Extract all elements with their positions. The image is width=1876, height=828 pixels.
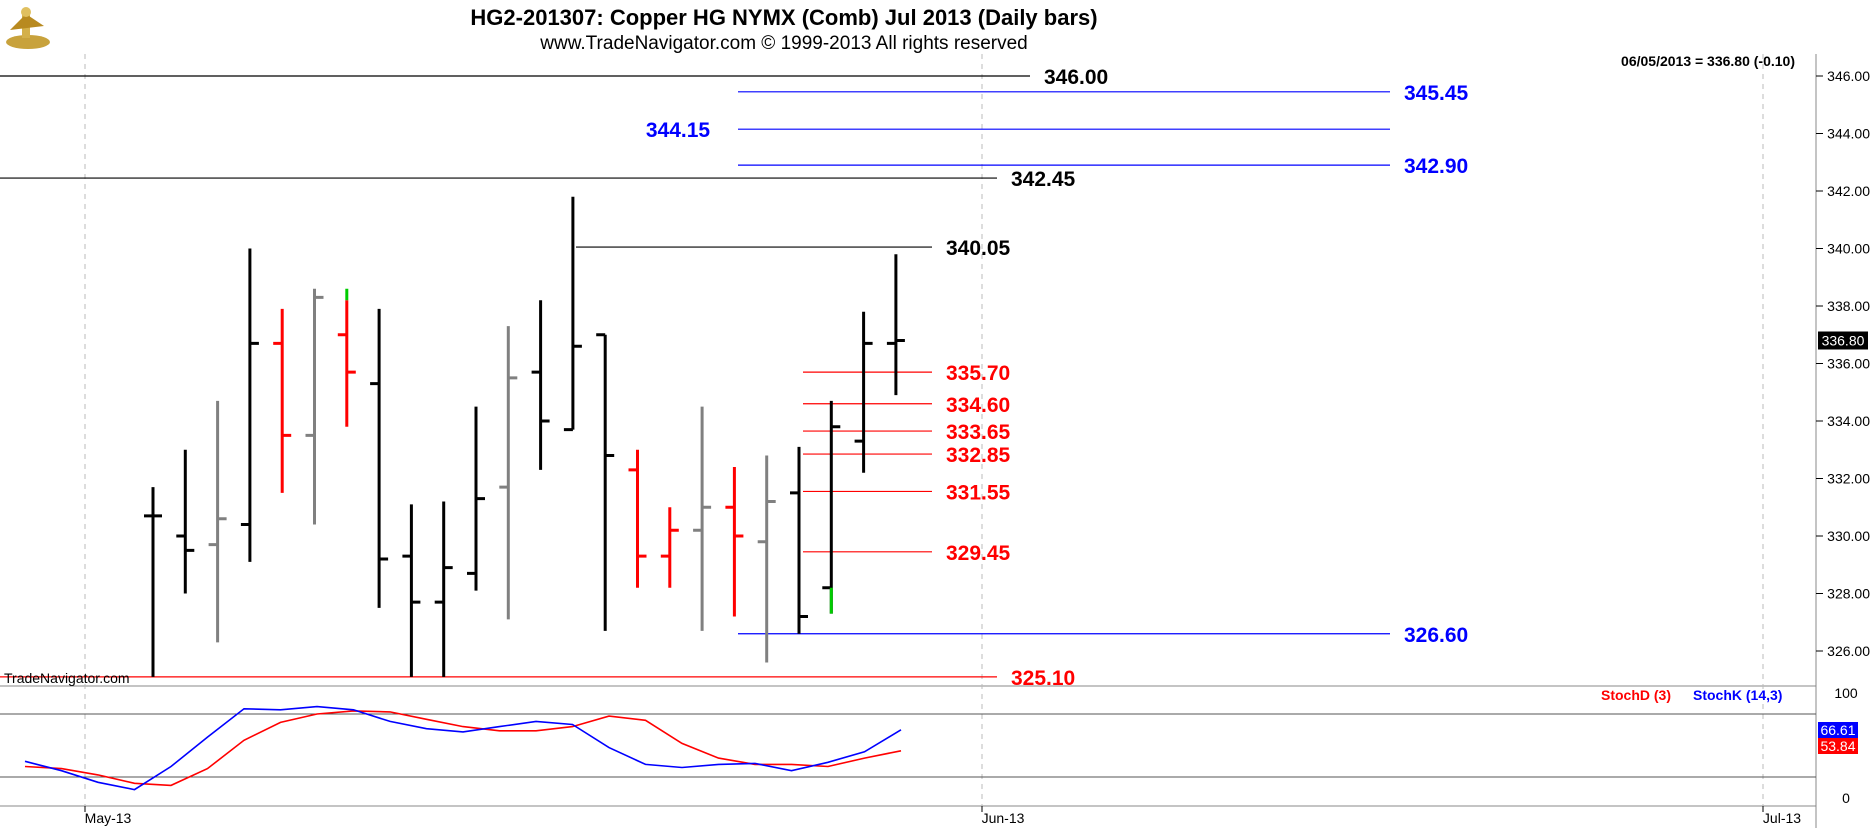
stochd-line [24, 710, 902, 787]
stochd-last-box [1818, 738, 1858, 754]
watermark: TradeNavigator.com [4, 670, 130, 686]
y-tick-label: 344.00 [1827, 126, 1870, 142]
y-tick-label: 332.00 [1827, 471, 1870, 487]
level-label: 340.05 [946, 237, 1011, 260]
level-label: 333.65 [946, 421, 1011, 444]
y-tick-label: 346.00 [1827, 68, 1870, 84]
y-tick-label: 342.00 [1827, 183, 1870, 199]
stochk-last-label: 66.61 [1820, 722, 1855, 738]
level-label: 329.45 [946, 542, 1011, 565]
stochk-line [24, 705, 902, 791]
y-tick-label: 330.00 [1827, 528, 1870, 544]
y-tick-label: 334.00 [1827, 413, 1870, 429]
chart-subtitle: www.TradeNavigator.com © 1999-2013 All r… [539, 33, 1027, 54]
level-label: 342.45 [1011, 168, 1076, 191]
x-tick-label: Jul-13 [1763, 810, 1801, 826]
x-tick-label: May-13 [85, 810, 132, 826]
price-axis: 326.00 328.00 330.00 332.00 334.00 336.00 338.… [1816, 68, 1870, 659]
level-label: 344.15 [646, 119, 711, 142]
stochd-legend: StochD (3) [1601, 687, 1671, 703]
last-price-info: 06/05/2013 = 336.80 (-0.10) [1621, 53, 1795, 69]
level-label: 331.55 [946, 481, 1011, 504]
y-tick-label: 340.00 [1827, 241, 1870, 257]
plot-background [0, 54, 1816, 686]
time-axis: May-13 Jun-13 Jul-13 [84, 806, 1801, 826]
stoch-tick-label: 0 [1842, 790, 1850, 806]
last-price-box [1818, 331, 1868, 350]
stoch-tick-label: 100 [1834, 685, 1858, 701]
stochk-legend: StochK (14,3) [1693, 687, 1782, 703]
y-tick-label: 338.00 [1827, 298, 1870, 314]
y-tick-label: 326.00 [1827, 643, 1870, 659]
level-label: 334.60 [946, 394, 1010, 417]
stochk-last-box [1818, 722, 1858, 738]
price-levels: 346.00 345.45 344.15 342.90 342.45 340.05 335.… [0, 66, 1469, 690]
level-label: 335.70 [946, 362, 1010, 385]
level-label: 342.90 [1404, 155, 1468, 178]
level-label: 332.85 [946, 444, 1011, 467]
header-band [0, 0, 1876, 54]
y-tick-label: 328.00 [1827, 586, 1870, 602]
level-label: 326.60 [1404, 624, 1468, 647]
chart-title: HG2-201307: Copper HG NYMX (Comb) Jul 20… [470, 5, 1097, 30]
y-tick-label: 336.00 [1827, 356, 1870, 372]
ohlc-bars [144, 196, 905, 677]
level-label: 345.45 [1404, 82, 1469, 105]
last-price-label: 336.80 [1822, 333, 1865, 349]
stochd-last-label: 53.84 [1820, 738, 1855, 754]
x-tick-label: Jun-13 [982, 810, 1025, 826]
level-label: 325.10 [1011, 667, 1075, 690]
level-label: 346.00 [1044, 66, 1108, 89]
logo-icon [6, 7, 50, 49]
